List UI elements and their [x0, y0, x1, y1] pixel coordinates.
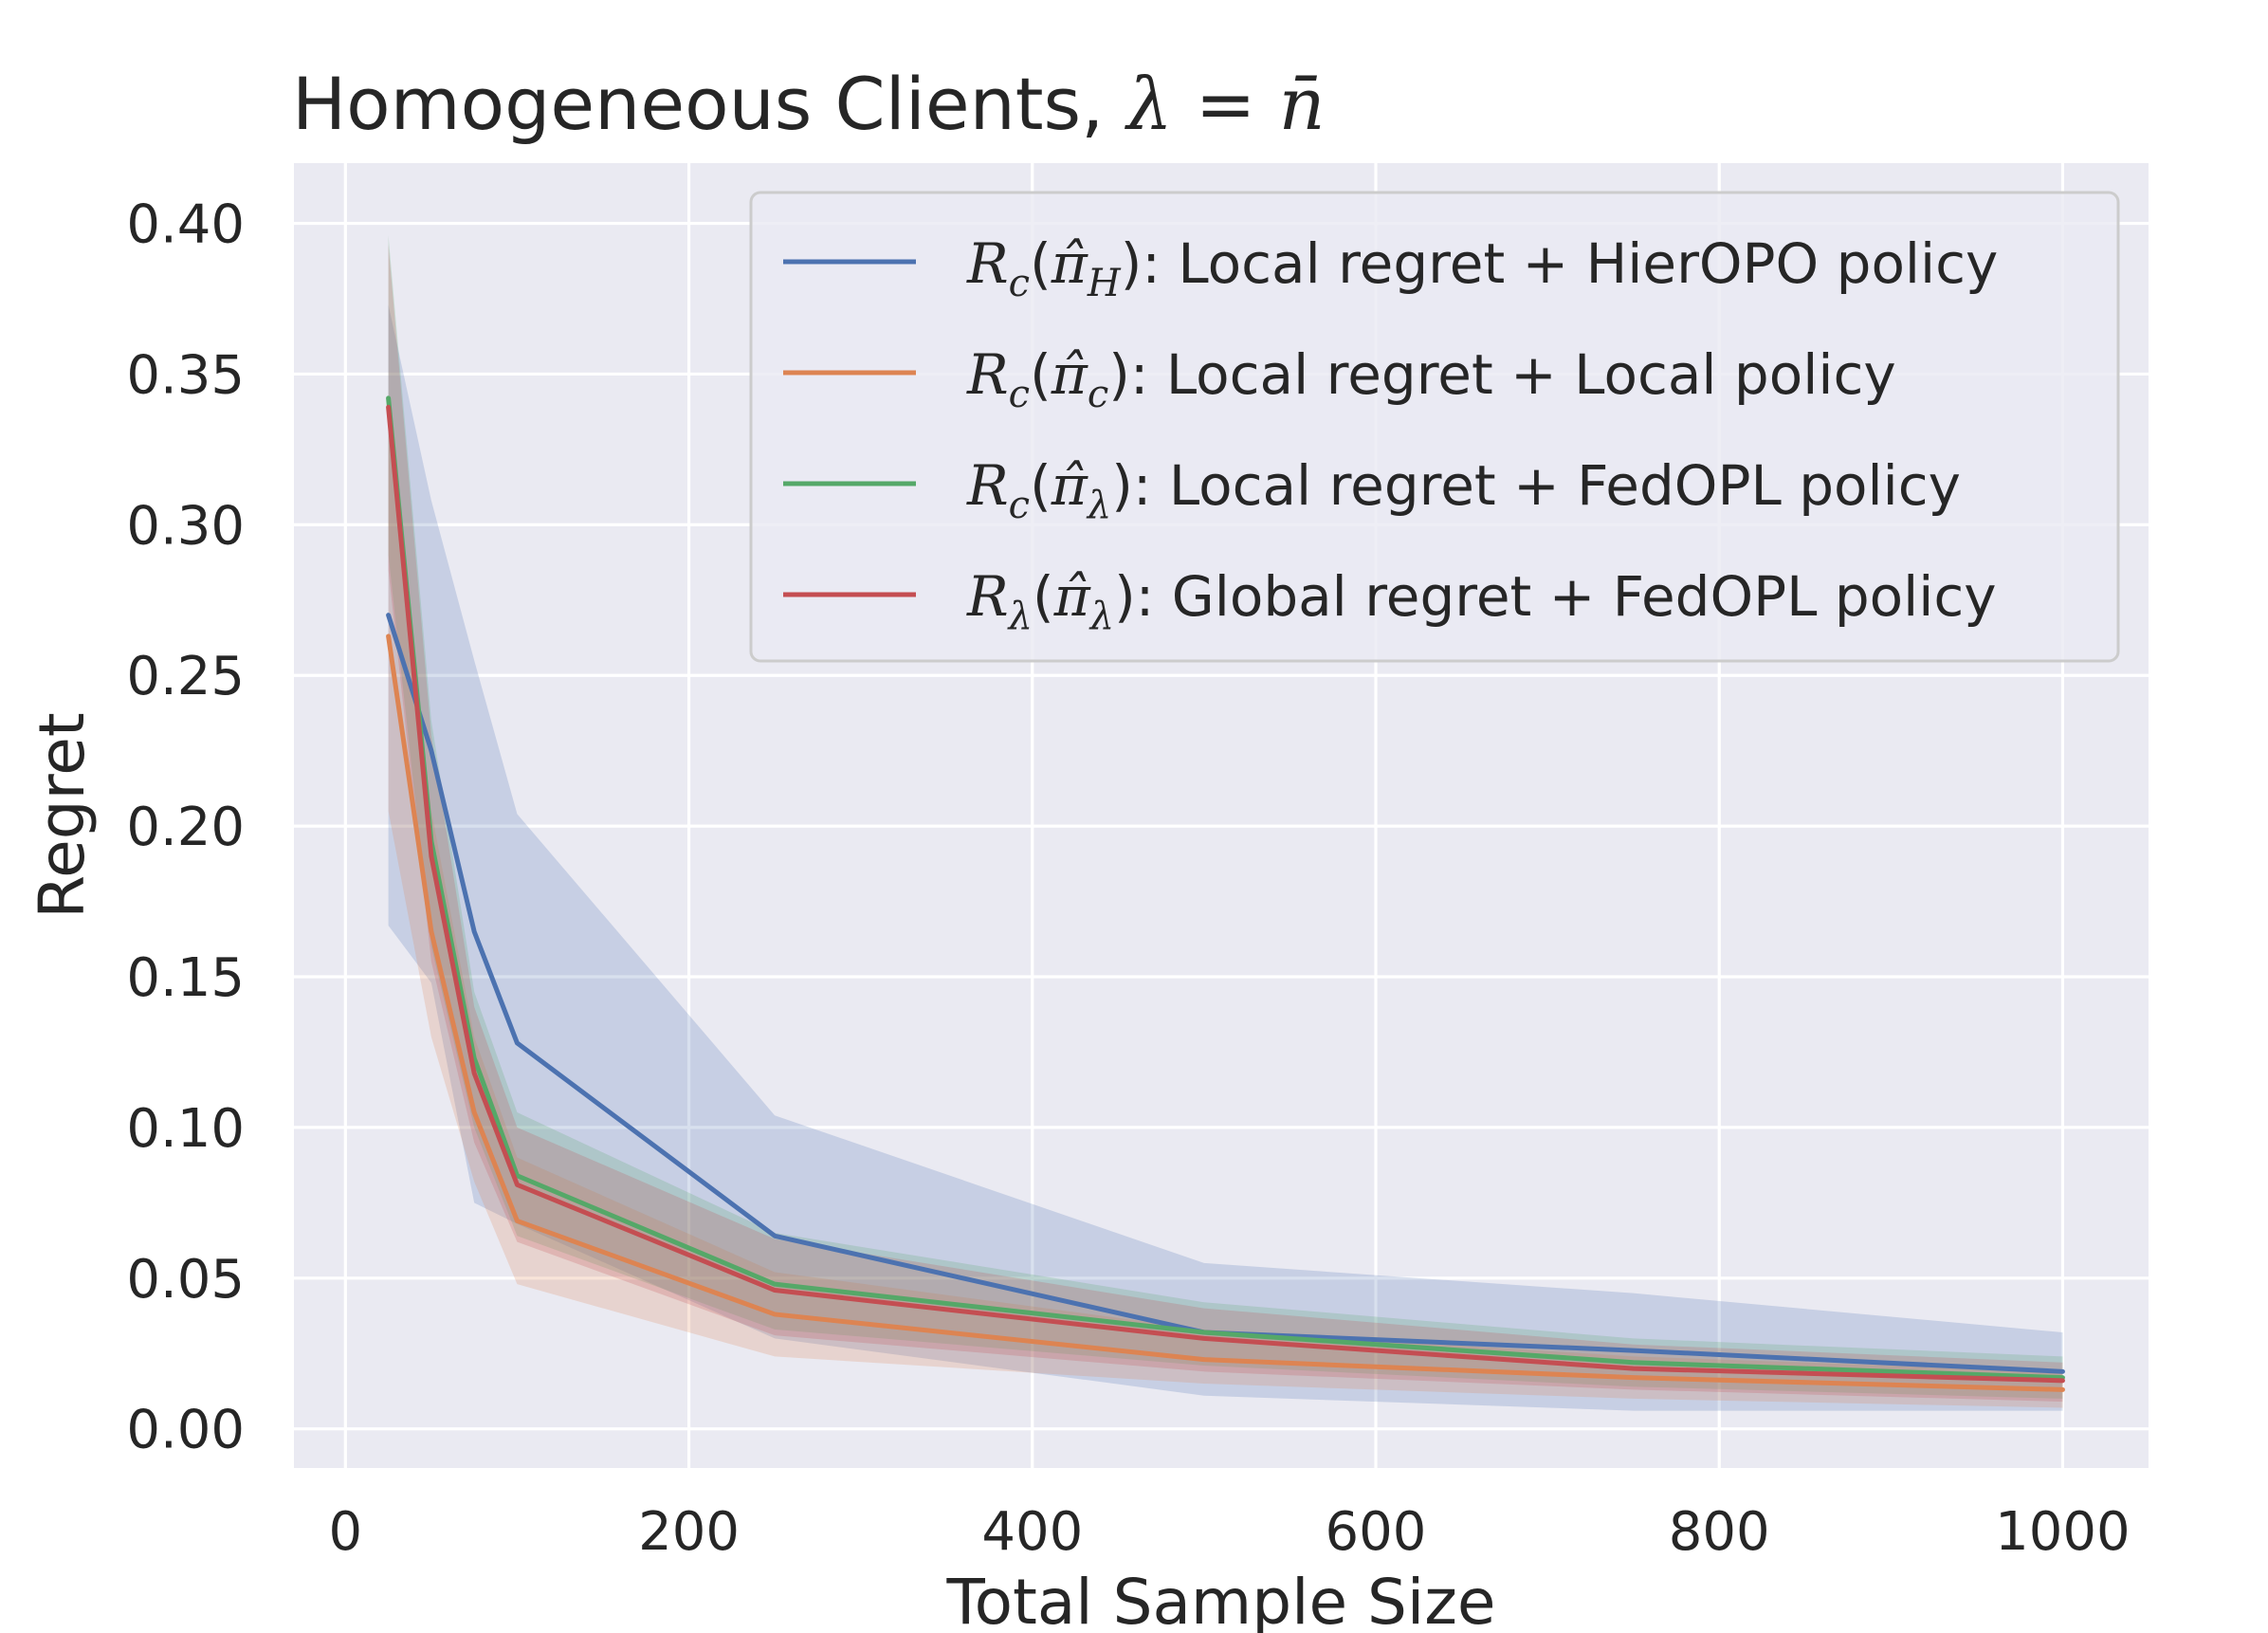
series-line	[386, 395, 2065, 1381]
legend-pi-hat: π̂	[1051, 453, 1088, 518]
legend-pi-sub: λ	[1088, 595, 1114, 638]
legend-R-sub: c	[1009, 484, 1030, 527]
legend-entry: Rλ(π̂λ): Global regret + FedOPL policy	[966, 564, 1997, 638]
chart-title-text: Homogeneous Clients, λ = n̄	[292, 62, 1326, 146]
legend-R: R	[966, 564, 1009, 629]
legend-entry: Rc(π̂λ): Local regret + FedOPL policy	[966, 453, 1961, 527]
legend-text: : Local regret + FedOPL policy	[1133, 453, 1961, 518]
legend-R: R	[966, 453, 1009, 518]
y-tick-label: 0.20	[126, 797, 245, 858]
series-line	[386, 404, 2065, 1384]
y-tick-label: 0.25	[126, 646, 245, 707]
legend-R: R	[966, 342, 1009, 407]
y-tick-label: 0.05	[126, 1249, 245, 1311]
legend-pi-sub: λ	[1086, 484, 1111, 527]
legend-R-sub: c	[1009, 262, 1030, 305]
x-tick-label: 1000	[1995, 1501, 2131, 1563]
legend-pi-sub: H	[1087, 262, 1122, 305]
chart-title: Homogeneous Clients, λ = n̄	[292, 62, 1326, 146]
legend-entry: Rc(π̂c): Local regret + Local policy	[966, 342, 1896, 416]
y-tick-label: 0.35	[126, 344, 245, 406]
title-lambda: λ	[1124, 62, 1172, 146]
x-tick-label: 600	[1326, 1501, 1427, 1563]
legend-text: : Local regret + Local policy	[1130, 342, 1896, 407]
legend-pi-hat: π̂	[1051, 231, 1088, 296]
x-tick-label: 400	[981, 1501, 1083, 1563]
y-tick-label: 0.15	[126, 947, 245, 1009]
y-tick-label: 0.30	[126, 495, 245, 557]
x-tick-labels: 0 200 400 600 800 1000	[329, 1501, 2131, 1563]
y-axis-label: Regret	[26, 712, 99, 919]
x-axis-label: Total Sample Size	[945, 1566, 1495, 1633]
x-tick-label: 800	[1669, 1501, 1770, 1563]
series-lines	[386, 395, 2065, 1392]
legend-pi-sub: c	[1088, 373, 1108, 416]
legend-R-sub: c	[1009, 373, 1030, 416]
y-tick-label: 0.10	[126, 1098, 245, 1160]
title-nbar: n̄	[1279, 62, 1326, 146]
legend-entry: Rc(π̂H): Local regret + HierOPO policy	[966, 231, 1998, 305]
y-tick-label: 0.40	[126, 194, 245, 256]
y-tick-labels: 0.00 0.05 0.10 0.15 0.20 0.25 0.30 0.35 0.40	[126, 194, 245, 1461]
legend-R: R	[966, 231, 1009, 296]
legend-pi-hat: π̂	[1053, 564, 1091, 629]
legend-text: : Local regret + HierOPO policy	[1142, 231, 1998, 296]
confidence-bands	[388, 235, 2063, 1411]
legend-open-paren: (	[1030, 453, 1052, 518]
x-tick-label: 200	[638, 1501, 740, 1563]
legend-text: : Global regret + FedOPL policy	[1136, 564, 1997, 629]
legend-close-paren: )	[1108, 342, 1130, 407]
legend-open-paren: (	[1030, 342, 1052, 407]
legend-close-paren: )	[1114, 564, 1136, 629]
legend-open-paren: (	[1030, 231, 1052, 296]
confidence-band	[388, 304, 2063, 1411]
x-tick-label: 0	[329, 1501, 363, 1563]
title-equals: =	[1173, 62, 1279, 146]
legend-R-sub: λ	[1007, 595, 1033, 638]
legend: Rc(π̂H): Local regret + HierOPO policyRc…	[749, 191, 2120, 663]
legend-close-paren: )	[1111, 453, 1133, 518]
legend-close-paren: )	[1121, 231, 1143, 296]
legend-box	[749, 191, 2120, 663]
y-tick-label: 0.00	[126, 1400, 245, 1461]
legend-pi-hat: π̂	[1051, 342, 1088, 407]
series-line	[386, 613, 2065, 1374]
legend-open-paren: (	[1033, 564, 1054, 629]
series-line	[386, 633, 2065, 1392]
title-prefix: Homogeneous Clients,	[292, 62, 1126, 146]
